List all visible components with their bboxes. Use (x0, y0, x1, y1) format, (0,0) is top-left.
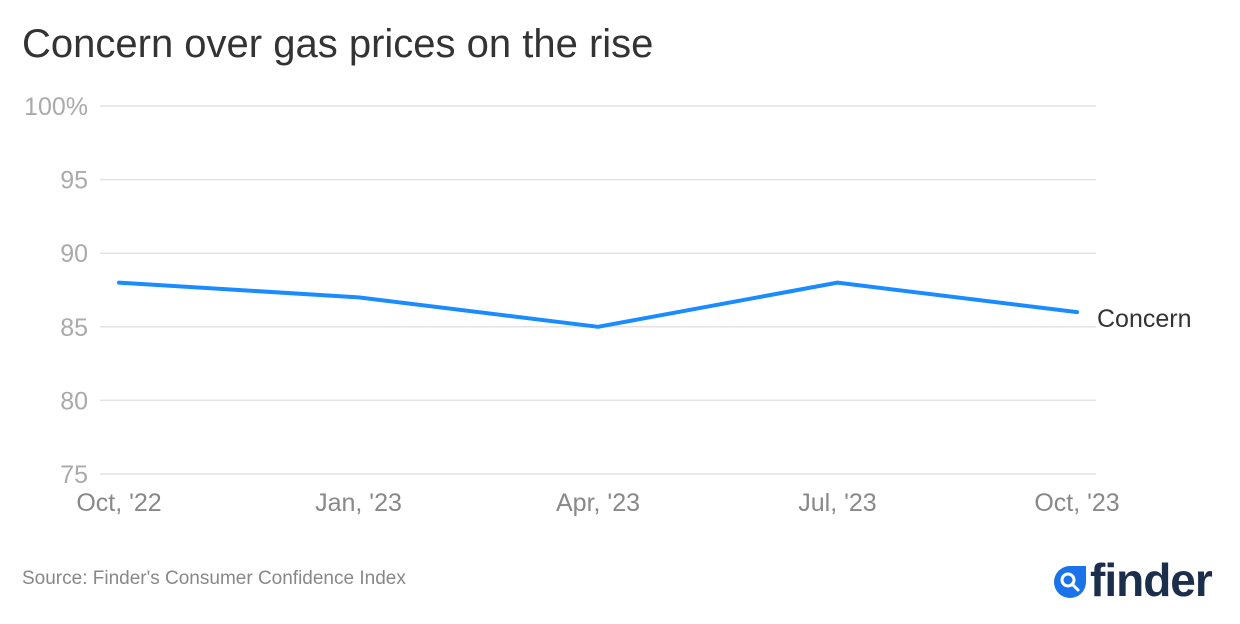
y-tick-label: 95 (60, 167, 88, 195)
source-note: Source: Finder's Consumer Confidence Ind… (22, 568, 406, 589)
y-tick-label: 90 (60, 240, 88, 268)
y-tick-label: 75 (60, 461, 88, 489)
chart-title: Concern over gas prices on the rise (22, 22, 654, 66)
series-label: Concern (1097, 305, 1192, 333)
y-tick-label: 80 (60, 387, 88, 415)
x-tick-label: Oct, '23 (1034, 489, 1119, 517)
y-tick-label: 100% (24, 93, 88, 121)
logo-text: finder (1090, 556, 1213, 604)
x-tick-label: Oct, '22 (76, 489, 161, 517)
search-icon (1054, 566, 1086, 598)
series-line-concern (117, 280, 1079, 329)
x-tick-label: Jan, '23 (315, 489, 402, 517)
finder-logo: finder (1054, 556, 1214, 604)
y-tick-label: 85 (60, 314, 88, 342)
x-tick-label: Jul, '23 (798, 489, 876, 517)
x-tick-label: Apr, '23 (556, 489, 640, 517)
